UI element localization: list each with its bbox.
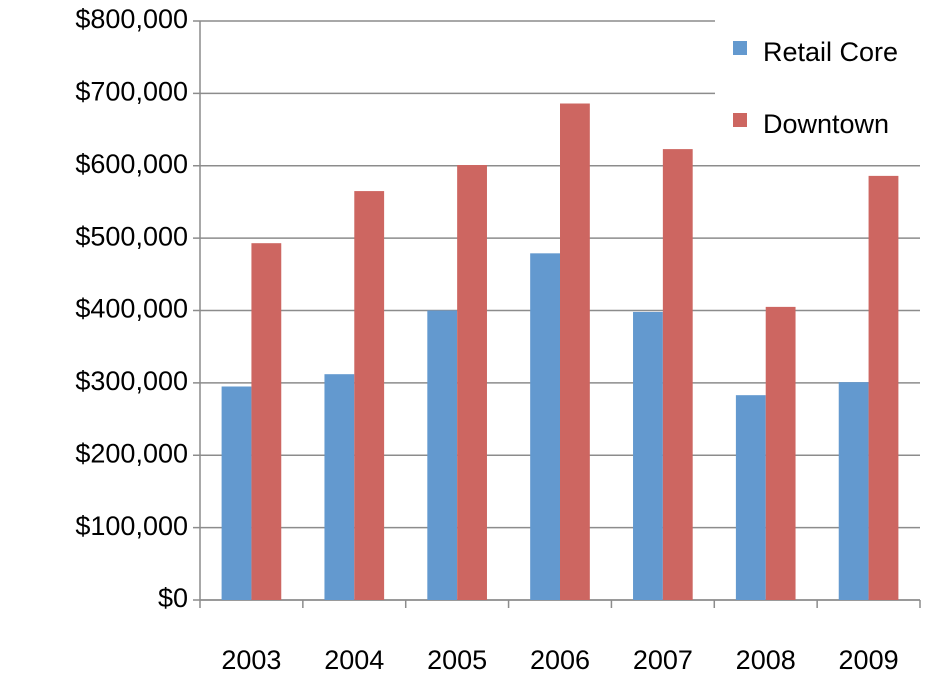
x-tick-label: 2006 [530,645,590,675]
y-tick-label: $500,000 [75,221,188,251]
bar [221,386,252,600]
bar [427,310,458,600]
bar [765,306,796,600]
x-tick-label: 2008 [736,645,796,675]
bar [868,175,899,600]
bar [560,103,590,600]
y-tick-label: $800,000 [75,4,188,34]
bar [324,374,355,600]
legend-label: Downtown [763,109,889,139]
bar [354,191,385,601]
x-tick-label: 2009 [839,645,899,675]
legend-swatch [733,41,747,55]
x-tick-label: 2004 [324,645,384,675]
x-tick-label: 2003 [221,645,281,675]
bar [457,165,487,600]
bar [633,311,663,600]
y-tick-label: $0 [158,583,188,613]
y-tick-label: $400,000 [75,294,188,324]
bar [838,382,869,600]
y-tick-label: $200,000 [75,438,188,468]
x-tick-label: 2007 [633,645,693,675]
bar [662,149,693,600]
legend-swatch [733,113,747,127]
bar [530,253,560,601]
legend-background [715,0,939,145]
y-tick-label: $300,000 [75,366,188,396]
legend-label: Retail Core [763,37,898,67]
y-tick-label: $100,000 [75,511,188,541]
bar [735,395,766,600]
y-tick-label: $700,000 [75,77,188,107]
y-tick-label: $600,000 [75,149,188,179]
x-tick-label: 2005 [427,645,487,675]
bar [251,243,282,600]
